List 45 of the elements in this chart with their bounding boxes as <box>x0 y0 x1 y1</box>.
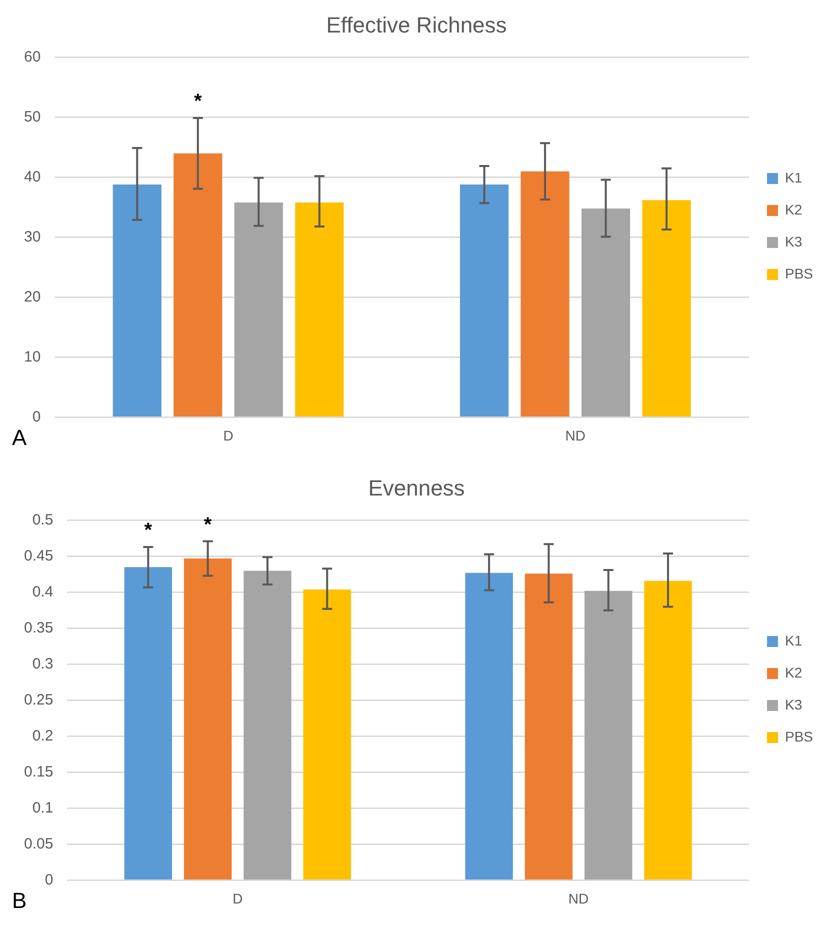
annotation: * <box>144 520 152 542</box>
y-tick-label: 20 <box>24 288 41 306</box>
x-tick-label: D <box>232 890 243 906</box>
legend-label: K3 <box>784 696 802 712</box>
y-tick-label: 0.3 <box>32 655 54 672</box>
y-tick-label: 0.1 <box>32 799 54 816</box>
y-tick-label: 10 <box>24 348 41 366</box>
y-tick-label: 0.15 <box>24 763 54 780</box>
legend-label: K2 <box>784 664 802 680</box>
y-tick-label: 0.45 <box>24 548 54 565</box>
text: B <box>12 888 27 914</box>
legend-label: K3 <box>784 233 802 250</box>
bar <box>184 558 232 880</box>
bar <box>124 567 172 880</box>
bar <box>524 574 573 880</box>
chart-title: Evenness <box>368 475 465 500</box>
chart-title: Effective Richness <box>326 12 507 38</box>
bar <box>244 570 292 880</box>
x-tick-label: D <box>223 427 234 444</box>
y-tick-label: 0 <box>32 408 41 426</box>
annotation: * <box>204 514 212 536</box>
bar <box>644 580 692 880</box>
y-tick-label: 60 <box>24 48 41 66</box>
bar <box>465 572 513 880</box>
y-tick-label: 40 <box>24 168 41 186</box>
annotation: * <box>194 90 202 112</box>
x-tick-label: ND <box>568 890 589 906</box>
y-tick-label: 0.35 <box>24 619 54 636</box>
legend-label: PBS <box>784 728 813 744</box>
legend-label: K1 <box>784 169 802 186</box>
legend-label: PBS <box>784 265 813 282</box>
y-tick-label: 0.5 <box>32 512 54 529</box>
x-tick-label: ND <box>565 427 586 444</box>
y-tick-label: 0.25 <box>24 691 54 708</box>
legend-label: K1 <box>784 632 802 648</box>
y-tick-label: 0.4 <box>32 584 54 600</box>
bar <box>584 590 632 880</box>
bar <box>303 589 351 880</box>
y-tick-label: 0 <box>44 871 54 888</box>
legend-label: K2 <box>784 201 802 218</box>
y-tick-label: 0.2 <box>32 727 54 744</box>
y-tick-label: 50 <box>24 108 41 126</box>
text: A <box>12 425 27 450</box>
y-tick-label: 0.05 <box>24 835 54 852</box>
y-tick-label: 30 <box>24 228 41 246</box>
